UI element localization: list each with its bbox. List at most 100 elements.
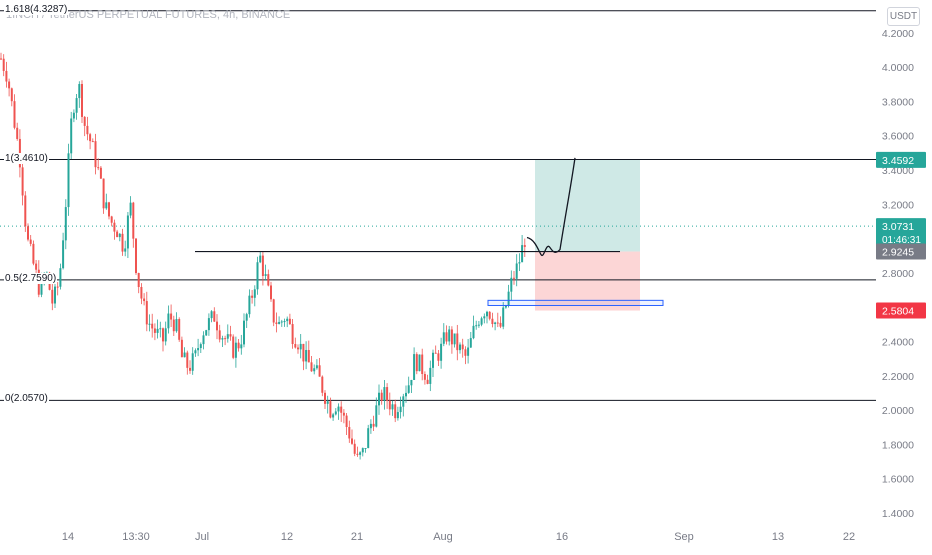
candle <box>488 311 491 319</box>
candle <box>21 167 24 196</box>
candle <box>156 328 159 333</box>
candle <box>432 352 434 368</box>
time-axis-label: Sep <box>674 531 694 543</box>
candle <box>129 202 132 216</box>
price-axis-label: 3.4000 <box>882 165 914 177</box>
candle <box>421 354 424 374</box>
candle <box>10 88 13 102</box>
candle <box>469 338 472 348</box>
candle <box>186 352 189 368</box>
candle <box>459 344 461 351</box>
candle <box>402 396 405 407</box>
candle <box>240 344 243 349</box>
take-profit-zone[interactable] <box>535 159 640 252</box>
candle <box>116 231 119 238</box>
candle <box>234 342 237 358</box>
price-axis-label: 4.0000 <box>882 62 914 74</box>
candle <box>297 347 299 350</box>
candle <box>270 285 272 300</box>
time-axis: 14 13:30 Jul 12 21 Aug 16 Sep 13 22 <box>62 531 855 543</box>
time-axis-label: 16 <box>556 531 568 543</box>
candle <box>264 274 267 276</box>
candle <box>140 287 143 299</box>
candle <box>29 239 32 244</box>
candle <box>302 343 305 362</box>
candle <box>361 448 364 453</box>
time-axis-label: 12 <box>281 531 293 543</box>
candle <box>337 406 340 412</box>
candle <box>229 334 232 337</box>
candle <box>126 215 129 249</box>
time-axis-label: Aug <box>433 531 453 543</box>
candle <box>410 379 413 386</box>
candle <box>334 411 337 415</box>
candle <box>145 301 148 325</box>
candle <box>307 350 310 363</box>
candle <box>378 392 380 406</box>
candle <box>59 268 62 287</box>
candle <box>245 314 248 321</box>
price-axis-label: 3.8000 <box>882 96 914 108</box>
candle <box>167 313 170 329</box>
currency-unit-badge[interactable]: USDT <box>887 7 920 26</box>
price-axis-label: 1.4000 <box>882 508 914 520</box>
projection-path[interactable] <box>526 157 576 257</box>
candle <box>210 311 213 319</box>
candle <box>143 298 146 302</box>
candle <box>35 263 38 270</box>
price-badges: 3.4592 3.0731 01:46:312.9245 2.5804 <box>876 151 926 319</box>
candle <box>175 319 178 332</box>
candle <box>5 70 8 82</box>
candle <box>162 328 164 342</box>
drawings <box>195 157 664 306</box>
candle <box>486 311 488 317</box>
candle <box>213 311 216 322</box>
candle <box>24 195 27 227</box>
candle <box>477 324 480 326</box>
candle <box>78 84 81 99</box>
candle <box>207 318 210 331</box>
candle <box>121 233 124 252</box>
candle <box>108 202 110 217</box>
candle <box>483 316 486 319</box>
candle <box>453 333 456 345</box>
candle <box>423 373 426 380</box>
candle <box>135 238 137 273</box>
support-zone-box[interactable] <box>487 299 664 306</box>
fib-level-label: 0(2.0570) <box>4 393 49 405</box>
candle <box>72 112 75 119</box>
price-badge-text: 2.9245 <box>882 247 914 259</box>
candle <box>261 255 264 276</box>
candle <box>226 334 229 339</box>
candle <box>329 401 332 418</box>
candle <box>283 321 286 323</box>
candle <box>467 347 470 356</box>
candle <box>83 116 86 126</box>
price-axis-label: 2.8000 <box>882 268 914 280</box>
candle <box>105 202 108 209</box>
candle <box>418 354 421 372</box>
candle <box>56 286 59 288</box>
candle <box>440 343 443 361</box>
candle <box>218 330 221 340</box>
candle <box>507 291 510 306</box>
candle <box>491 318 494 325</box>
candle <box>464 349 467 356</box>
candle <box>272 299 275 323</box>
candle <box>305 350 308 362</box>
time-axis-label: 22 <box>843 531 855 543</box>
candle <box>499 322 502 327</box>
candle <box>494 322 497 325</box>
candle <box>407 385 410 393</box>
candle <box>189 367 191 371</box>
price-axis: 1.40001.60001.80002.00002.20002.40002.60… <box>882 28 914 520</box>
candle <box>426 379 429 384</box>
price-badge <box>876 151 926 168</box>
candle <box>359 452 362 455</box>
candle <box>367 428 370 449</box>
candle <box>345 415 348 427</box>
candle <box>97 167 100 169</box>
candle <box>94 141 97 168</box>
